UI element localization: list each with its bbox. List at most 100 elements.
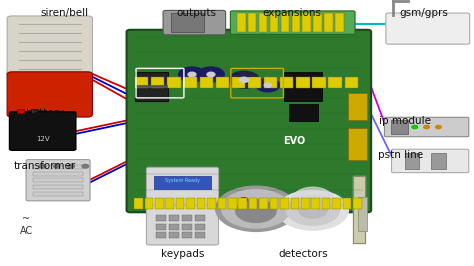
Text: outputs: outputs	[177, 8, 217, 18]
Bar	[33, 178, 83, 182]
Bar	[216, 77, 229, 88]
Bar	[345, 77, 358, 88]
Bar	[270, 13, 278, 32]
Bar	[155, 198, 164, 209]
Bar	[183, 77, 197, 88]
Bar	[328, 77, 342, 88]
Bar	[332, 198, 341, 209]
Circle shape	[256, 78, 280, 92]
Circle shape	[436, 126, 441, 129]
Bar	[176, 198, 184, 209]
Circle shape	[299, 202, 327, 218]
Text: detectors: detectors	[279, 249, 328, 259]
Circle shape	[188, 72, 196, 77]
FancyBboxPatch shape	[7, 72, 92, 117]
Bar	[301, 198, 310, 209]
Circle shape	[412, 126, 418, 129]
Bar	[313, 13, 322, 32]
Bar	[33, 185, 83, 189]
FancyBboxPatch shape	[146, 167, 219, 245]
Bar	[322, 198, 330, 209]
Bar	[182, 232, 192, 238]
Bar	[169, 215, 179, 221]
Bar	[291, 198, 299, 209]
Bar	[284, 72, 322, 101]
Circle shape	[240, 198, 247, 202]
Bar	[33, 172, 83, 176]
Bar	[182, 224, 192, 230]
Text: pstn line: pstn line	[378, 150, 423, 160]
Text: EVO: EVO	[283, 136, 305, 146]
Bar	[289, 104, 318, 121]
FancyBboxPatch shape	[26, 160, 90, 201]
Bar	[348, 128, 367, 160]
Bar	[311, 198, 320, 209]
Text: gsm/gprs: gsm/gprs	[400, 8, 449, 18]
FancyBboxPatch shape	[230, 11, 355, 34]
Bar	[237, 13, 246, 32]
Circle shape	[207, 72, 215, 77]
Bar	[270, 198, 278, 209]
Text: transformer: transformer	[14, 161, 76, 171]
Bar	[135, 77, 148, 88]
Bar	[238, 198, 247, 209]
Bar	[186, 198, 195, 209]
Bar	[280, 77, 293, 88]
Bar	[292, 13, 300, 32]
FancyBboxPatch shape	[9, 112, 76, 150]
Bar	[195, 215, 205, 221]
Bar	[31, 109, 38, 113]
Circle shape	[216, 186, 296, 231]
Bar	[358, 197, 367, 231]
Bar	[391, 120, 408, 134]
Bar	[248, 77, 261, 88]
Bar	[264, 77, 277, 88]
Bar	[232, 77, 245, 88]
Circle shape	[286, 195, 339, 225]
Bar	[343, 198, 351, 209]
Circle shape	[198, 67, 224, 82]
Bar	[171, 13, 204, 32]
Text: expansions: expansions	[262, 8, 321, 18]
FancyBboxPatch shape	[127, 30, 371, 212]
Bar	[218, 198, 226, 209]
Bar	[324, 13, 333, 32]
Bar	[154, 176, 211, 189]
Circle shape	[68, 164, 74, 168]
FancyBboxPatch shape	[163, 10, 226, 35]
Polygon shape	[353, 176, 365, 243]
Bar	[169, 224, 179, 230]
Bar	[167, 77, 181, 88]
Bar	[17, 109, 24, 113]
Bar	[169, 232, 179, 238]
FancyBboxPatch shape	[7, 16, 92, 77]
Bar	[33, 165, 83, 169]
Bar	[280, 198, 289, 209]
Text: 12V: 12V	[36, 136, 49, 142]
Bar	[156, 224, 166, 230]
Bar	[405, 153, 419, 169]
Circle shape	[239, 77, 249, 82]
Circle shape	[82, 164, 89, 168]
Circle shape	[424, 126, 429, 129]
Text: ip module: ip module	[379, 116, 431, 126]
Bar	[431, 153, 446, 169]
Bar	[134, 198, 143, 209]
Circle shape	[179, 67, 205, 82]
Bar	[165, 198, 174, 209]
Circle shape	[277, 190, 348, 230]
Bar	[195, 232, 205, 238]
Bar	[156, 232, 166, 238]
Circle shape	[39, 164, 46, 168]
Circle shape	[229, 71, 259, 88]
Bar	[135, 72, 168, 101]
FancyBboxPatch shape	[392, 149, 469, 173]
Bar	[33, 192, 83, 196]
Bar	[296, 77, 310, 88]
Circle shape	[264, 83, 271, 87]
Text: ~
AC: ~ AC	[19, 214, 33, 236]
Bar	[259, 198, 268, 209]
Bar	[259, 13, 267, 32]
Bar	[312, 77, 326, 88]
Text: System Ready: System Ready	[165, 178, 200, 183]
